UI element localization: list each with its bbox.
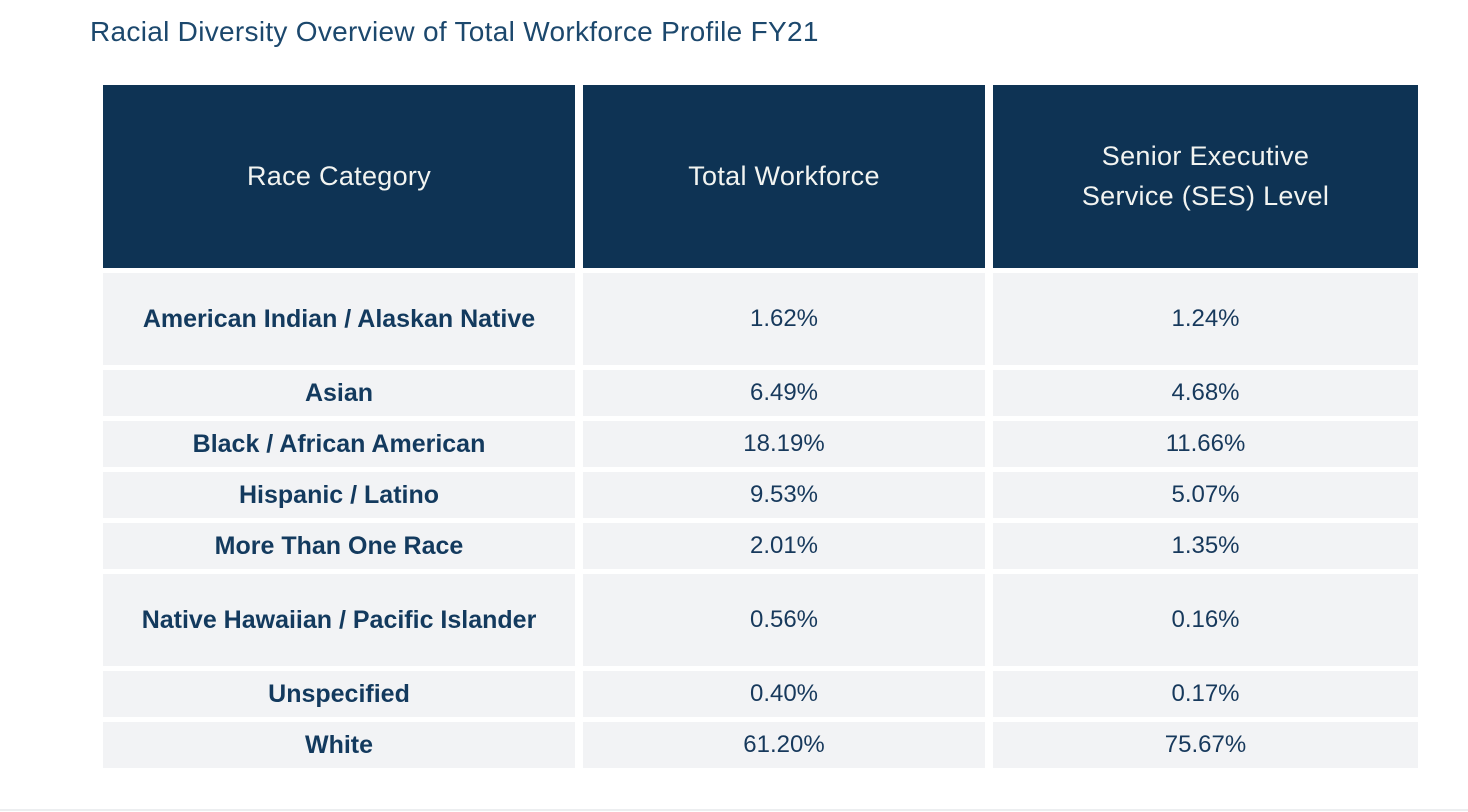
table-row: American Indian / Alaskan Native 1.62% 1… — [103, 273, 1418, 365]
total-workforce-cell: 0.40% — [583, 671, 985, 717]
total-workforce-cell: 6.49% — [583, 370, 985, 416]
column-header-label: Race Category — [247, 160, 431, 191]
total-workforce-cell: 61.20% — [583, 722, 985, 768]
table-header-row: Race Category Total Workforce Senior Exe… — [103, 85, 1418, 268]
table-row: Hispanic / Latino 9.53% 5.07% — [103, 472, 1418, 518]
race-category-label: American Indian / Alaskan Native — [142, 304, 536, 333]
table-row: Black / African American 18.19% 11.66% — [103, 421, 1418, 467]
total-workforce-cell: 2.01% — [583, 523, 985, 569]
table-row: Asian 6.49% 4.68% — [103, 370, 1418, 416]
table-row: White 61.20% 75.67% — [103, 722, 1418, 768]
total-workforce-cell: 0.56% — [583, 574, 985, 666]
column-header-label: Senior Executive Service (SES) Level — [1081, 141, 1330, 211]
column-header-race-category: Race Category — [103, 85, 575, 268]
race-category-label: Hispanic / Latino — [238, 480, 440, 509]
column-header-ses-level: Senior Executive Service (SES) Level — [993, 85, 1418, 268]
race-category-cell: More Than One Race — [103, 523, 575, 569]
race-category-cell: Native Hawaiian / Pacific Islander — [103, 574, 575, 666]
race-category-label: Unspecified — [268, 679, 410, 708]
race-category-label: Asian — [304, 378, 374, 407]
ses-level-cell: 11.66% — [993, 421, 1418, 467]
ses-level-cell: 5.07% — [993, 472, 1418, 518]
race-category-cell: White — [103, 722, 575, 768]
race-category-cell: Unspecified — [103, 671, 575, 717]
ses-level-cell: 0.17% — [993, 671, 1418, 717]
ses-level-cell: 1.24% — [993, 273, 1418, 365]
table-row: More Than One Race 2.01% 1.35% — [103, 523, 1418, 569]
total-workforce-cell: 18.19% — [583, 421, 985, 467]
racial-diversity-table: Race Category Total Workforce Senior Exe… — [103, 85, 1418, 768]
ses-level-cell: 1.35% — [993, 523, 1418, 569]
race-category-cell: Hispanic / Latino — [103, 472, 575, 518]
table-row: Unspecified 0.40% 0.17% — [103, 671, 1418, 717]
race-category-label: Native Hawaiian / Pacific Islander — [141, 605, 537, 634]
page-title: Racial Diversity Overview of Total Workf… — [90, 16, 819, 47]
race-category-label: White — [304, 730, 374, 759]
race-category-cell: Black / African American — [103, 421, 575, 467]
column-header-label: Total Workforce — [688, 160, 880, 191]
column-header-total-workforce: Total Workforce — [583, 85, 985, 268]
ses-level-cell: 4.68% — [993, 370, 1418, 416]
race-category-label: Black / African American — [192, 429, 486, 458]
race-category-cell: Asian — [103, 370, 575, 416]
race-category-label: More Than One Race — [214, 531, 464, 560]
table-row: Native Hawaiian / Pacific Islander 0.56%… — [103, 574, 1418, 666]
total-workforce-cell: 9.53% — [583, 472, 985, 518]
bottom-divider — [0, 809, 1468, 811]
ses-level-cell: 75.67% — [993, 722, 1418, 768]
ses-level-cell: 0.16% — [993, 574, 1418, 666]
total-workforce-cell: 1.62% — [583, 273, 985, 365]
race-category-cell: American Indian / Alaskan Native — [103, 273, 575, 365]
